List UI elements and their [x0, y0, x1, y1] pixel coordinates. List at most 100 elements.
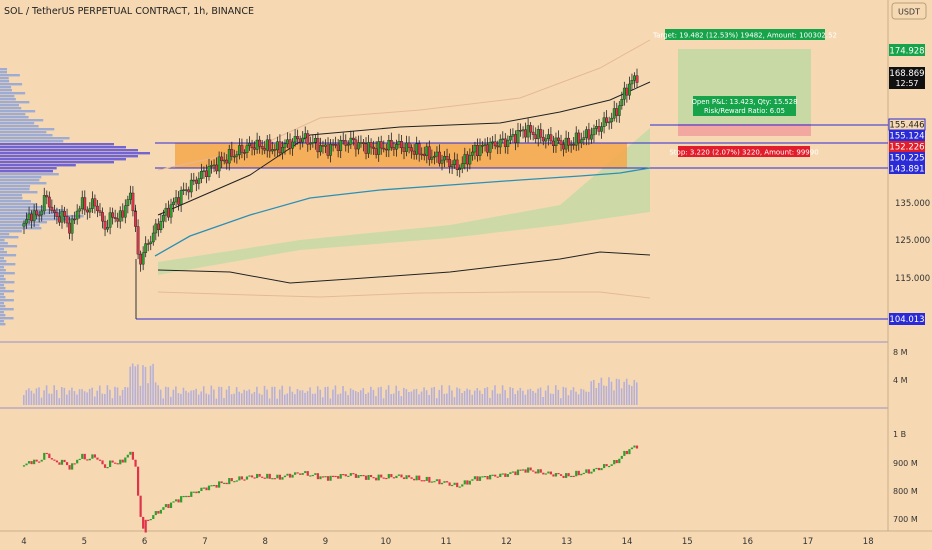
indicator-bar: [109, 460, 112, 468]
volume-profile-bar: [0, 323, 6, 326]
indicator-bar: [238, 476, 241, 481]
candle-body: [357, 142, 360, 150]
indicator-bar: [45, 452, 48, 455]
indicator-bar: [496, 476, 499, 478]
volume-bar: [175, 386, 177, 405]
candle-body: [392, 147, 396, 150]
indicator-bar: [585, 469, 588, 473]
volume-bar: [202, 386, 205, 405]
volume-bar: [423, 387, 425, 405]
volume-bar: [261, 394, 263, 405]
indicator-bar: [202, 487, 206, 489]
volume-profile-bar: [0, 278, 6, 281]
indicator-bar: [473, 476, 477, 480]
candle-body: [227, 149, 231, 164]
candle-body: [156, 223, 160, 230]
candle-body: [210, 165, 213, 167]
volume-profile: [0, 68, 150, 326]
indicator-bar: [430, 481, 433, 483]
indicator-bar: [410, 477, 413, 479]
indicator-bar: [159, 509, 162, 514]
volume-bar: [544, 390, 547, 405]
volume-profile-bar: [0, 125, 39, 128]
candle-body: [367, 142, 370, 154]
volume-profile-bar: [0, 68, 8, 71]
candle-body: [30, 213, 33, 222]
candle-body: [351, 137, 355, 141]
candle-body: [121, 210, 125, 218]
volume-bar: [296, 389, 299, 405]
indicator-bar: [354, 473, 357, 478]
indicator-bar: [567, 473, 570, 477]
candle-body: [590, 134, 593, 140]
indicator-bar: [86, 459, 89, 461]
volume-bar: [630, 385, 633, 405]
upper-envelope: [157, 81, 651, 216]
indicator-bar: [286, 473, 289, 476]
volume-bar: [549, 393, 552, 405]
volume-profile-bar: [0, 248, 4, 251]
volume-profile-bar: [0, 227, 42, 230]
x-tick-10: 10: [380, 537, 391, 547]
candle-body: [369, 142, 373, 148]
indicator-bar: [154, 511, 157, 516]
candle-body: [569, 144, 573, 146]
indicator-bar: [587, 469, 590, 474]
indicator-bar: [481, 476, 484, 478]
indicator-bar: [48, 453, 51, 459]
candle-body: [562, 144, 565, 150]
volume-profile-bar: [0, 230, 22, 233]
indicator-bar: [83, 453, 86, 460]
indicator-bar: [243, 479, 246, 481]
level-value-155b: 155.124: [889, 132, 924, 142]
indicator-tick-1b: 1 B: [893, 430, 906, 439]
volume-bar: [408, 392, 410, 405]
volume-bar: [463, 390, 466, 405]
candle-body: [42, 195, 46, 212]
level-tag-150: [889, 152, 925, 163]
indicator-bar: [319, 476, 322, 480]
volume-profile-bar: [0, 188, 30, 191]
candle-body: [346, 143, 350, 146]
indicator-bar: [633, 445, 636, 448]
indicator-bar: [55, 460, 59, 463]
candle-body: [417, 143, 421, 155]
indicator-bar: [311, 474, 314, 477]
candle-body: [205, 170, 208, 178]
volume-bar: [478, 390, 481, 405]
volume-bar: [448, 385, 451, 405]
currency-badge[interactable]: [891, 2, 927, 20]
indicator-bar: [440, 482, 444, 485]
indicator-bar: [542, 472, 545, 475]
volume-profile-bar: [0, 239, 5, 242]
volume-profile-bar: [0, 98, 16, 101]
candle-body: [75, 210, 79, 220]
indicator-bar: [147, 519, 150, 521]
indicator-bar: [142, 516, 145, 529]
candle-body: [420, 153, 424, 156]
candle-body: [501, 138, 505, 141]
candle-body: [248, 143, 251, 147]
volume-bar: [496, 393, 499, 405]
indicator-bar: [276, 474, 279, 479]
stop-price-tag: [889, 141, 925, 152]
candle-body: [85, 209, 89, 213]
indicator-bar: [618, 458, 621, 464]
volume-bar: [354, 391, 357, 405]
chart-title: SOL / TetherUS PERPETUAL CONTRACT, 1h, B…: [4, 6, 254, 17]
volume-bar: [435, 398, 438, 405]
volume-bar: [172, 389, 175, 405]
volume-bar: [385, 389, 387, 405]
x-tick-8: 8: [262, 537, 267, 547]
target-price-value: 174.928: [889, 47, 924, 57]
volume-bar: [532, 391, 534, 405]
candle-body: [536, 129, 540, 140]
volume-bar: [63, 387, 66, 405]
volume-profile-bar: [0, 170, 53, 173]
volume-bar: [306, 391, 309, 405]
indicator-bar: [144, 519, 147, 533]
price-tick-125: 125.000: [895, 236, 930, 246]
candle-body: [470, 151, 474, 156]
candle-body: [622, 87, 626, 100]
candle-body: [615, 108, 619, 116]
